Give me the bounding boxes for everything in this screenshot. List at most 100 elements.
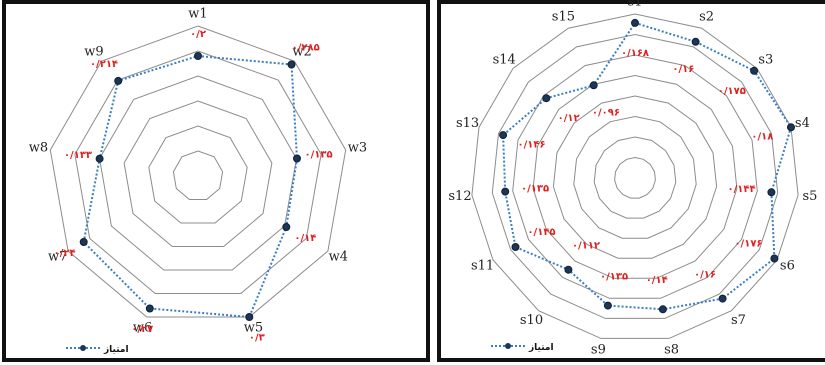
data-point-s13 [499, 131, 508, 140]
value-label-w5: ۰/۳ [249, 333, 265, 344]
legend-marker [80, 345, 86, 351]
radar-grid-ring [471, 13, 799, 339]
value-label-s3: ۰/۱۷۵ [718, 86, 746, 97]
axis-label-w2: w2 [292, 44, 311, 59]
value-label-s2: ۰/۱۶ [672, 64, 694, 75]
data-point-w1 [194, 52, 202, 60]
data-point-s15 [589, 81, 598, 90]
radar-grid [471, 13, 799, 339]
legend: امتیاز [491, 343, 554, 353]
value-label-s15: ۰/۰۹۶ [592, 108, 620, 119]
axis-label-w5: w5 [244, 321, 263, 336]
radar-grid-ring [593, 136, 677, 219]
axis-label-s5: s5 [803, 189, 818, 204]
radar-grid-ring [614, 156, 656, 199]
value-label-s9: ۰/۱۳۵ [600, 271, 628, 282]
axis-label-s2: s2 [699, 10, 714, 25]
value-label-s13: ۰/۱۴۶ [518, 139, 546, 150]
axis-label-w3: w3 [348, 140, 367, 155]
value-label-s6: ۰/۱۷۶ [734, 239, 762, 250]
radar-grid-ring [123, 100, 273, 247]
radar-grid-ring [573, 115, 697, 239]
value-label-w9: ۰/۲۱۴ [90, 59, 118, 70]
value-label-s7: ۰/۱۶ [694, 269, 716, 280]
data-point-s11 [511, 243, 520, 251]
radar-grid-ring [532, 74, 738, 279]
axis-label-s9: s9 [591, 343, 606, 358]
axis-label-w1: w1 [188, 7, 207, 22]
value-label-w4: ۰/۱۴ [294, 233, 316, 244]
axis-label-s1: s1 [628, 0, 643, 10]
axis-label-s8: s8 [664, 343, 679, 358]
left-radar-panel: w1 w2 w3 w4 w5 w6 w7 w8 w9 ۰/۲ ۰/۲۸۵ ۰/۱۳۵ ۰/۱۴ ۰/۳ ۰/… [2, 0, 430, 362]
radar-grid-ring [172, 150, 224, 200]
value-label-w2: ۰/۲۸۵ [292, 43, 320, 54]
data-point-w2 [287, 60, 296, 69]
value-label-s14: ۰/۱۲ [558, 113, 580, 124]
axis-label-w7: w7 [48, 250, 67, 265]
data-point-s3 [750, 66, 759, 75]
data-point-s7 [718, 294, 727, 303]
data-point-s1 [631, 18, 639, 27]
data-point-w6 [145, 304, 154, 313]
axis-label-s13: s13 [456, 116, 479, 131]
value-label-w7: ۰/۲۴ [54, 248, 76, 259]
data-point-w5 [245, 313, 254, 321]
axis-label-s12: s12 [448, 189, 471, 204]
axis-label-w8: w8 [29, 140, 48, 155]
value-label-w3: ۰/۱۳۵ [305, 150, 333, 161]
radar-grid-ring [148, 125, 248, 224]
axis-label-s10: s10 [520, 313, 543, 328]
value-label-s4: ۰/۱۸ [751, 132, 773, 143]
legend-label: امتیاز [103, 345, 129, 355]
axis-label-w4: w4 [329, 250, 348, 265]
value-label-s8: ۰/۱۴ [646, 275, 668, 286]
axis-label-s15: s15 [552, 10, 575, 25]
axis-label-s14: s14 [493, 53, 516, 68]
value-label-w8: ۰/۱۳۳ [64, 150, 92, 161]
axis-label-w9: w9 [84, 44, 103, 59]
data-point-s14 [542, 94, 551, 103]
right-radar-panel: s1 s2 s3 s4 s5 s6 s7 s8 s9 s10 s11 s12 s13 s14 s15 ۰/۱۶… [437, 0, 825, 362]
value-label-s10: ۰/۱۱۲ [572, 241, 600, 252]
data-point-w8 [95, 154, 104, 163]
data-point-s9 [603, 301, 612, 310]
data-point-s6 [770, 254, 779, 263]
axis-label-s7: s7 [731, 313, 746, 328]
radar-grid [49, 25, 347, 318]
right-radar-chart: s1 s2 s3 s4 s5 s6 s7 s8 s9 s10 s11 s12 s13 s14 s15 ۰/۱۶… [448, 0, 818, 358]
radar-grid-ring [74, 50, 322, 294]
value-label-s12: ۰/۱۳۵ [521, 184, 549, 195]
data-point-w4 [282, 223, 291, 231]
data-point-s10 [564, 265, 573, 274]
data-point-s4 [787, 123, 795, 132]
axis-label-s4: s4 [795, 116, 810, 131]
value-label-s11: ۰/۱۴۵ [527, 227, 555, 238]
data-point-w9 [114, 76, 123, 85]
radar-grid-ring [491, 33, 779, 319]
axis-label-s3: s3 [758, 53, 773, 68]
axis-label-s11: s11 [471, 259, 494, 274]
radar-grid-ring [512, 54, 758, 299]
data-point-s2 [691, 37, 700, 46]
value-label-w6: ۰/۲۷ [131, 324, 153, 335]
legend-label: امتیاز [528, 343, 554, 353]
radar-grid-ring [552, 95, 718, 259]
axis-label-s6: s6 [780, 259, 795, 274]
value-label-s5: ۰/۱۴۴ [728, 184, 756, 195]
radar-grid-ring [98, 75, 298, 271]
radar-grid-ring [49, 25, 347, 318]
data-point-s12 [501, 187, 510, 196]
legend: امتیاز [66, 345, 129, 355]
axis-label-w6: w6 [133, 321, 152, 336]
series-line [82, 55, 299, 319]
data-point-s8 [658, 305, 667, 314]
data-point-s5 [767, 188, 776, 197]
data-point-w3 [293, 154, 301, 163]
value-label-s1: ۰/۱۶۸ [621, 48, 649, 59]
left-radar-chart: w1 w2 w3 w4 w5 w6 w7 w8 w9 ۰/۲ ۰/۲۸۵ ۰/۱۳۵ ۰/۱۴ ۰/۳ ۰/… [29, 7, 367, 356]
data-point-w7 [79, 238, 88, 246]
legend-marker [505, 343, 511, 349]
series-line [502, 21, 793, 311]
value-label-w1: ۰/۲ [190, 29, 206, 40]
